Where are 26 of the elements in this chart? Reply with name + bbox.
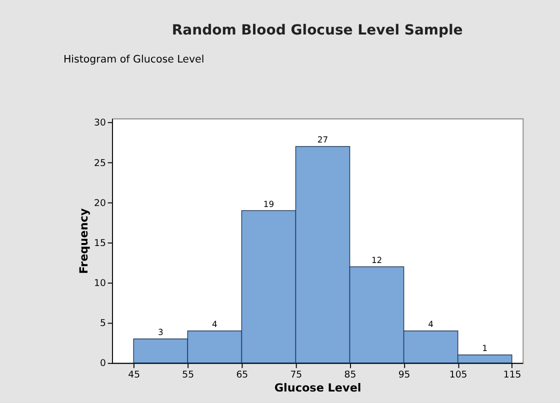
x-tick-label: 65: [236, 369, 248, 380]
y-tick-label: 30: [94, 118, 106, 129]
x-tick-label: 45: [128, 369, 140, 380]
y-axis-title: Frequency: [78, 208, 91, 274]
x-tick-label: 95: [398, 369, 410, 380]
text: Histogram of Glucose Level: [63, 53, 204, 66]
chart-title: Random Blood Glocuse Level Sample: [172, 22, 463, 38]
y-tick-label: 20: [94, 198, 106, 209]
data-label: 27: [317, 134, 328, 145]
y-tick-label: 10: [94, 278, 106, 290]
x-tick-label: 55: [182, 369, 194, 380]
y-tick-label: 15: [94, 238, 106, 249]
data-label: 4: [212, 319, 218, 330]
x-tick-label: 75: [290, 369, 302, 380]
data-label: 12: [371, 254, 382, 265]
x-axis-title: Glucose Level: [274, 381, 362, 394]
y-tick-label: 0: [100, 358, 106, 370]
y-tick-label: 5: [100, 318, 106, 330]
y-tick-label: 25: [94, 158, 106, 169]
x-tick-label: 115: [503, 369, 522, 380]
x-tick-label: 85: [344, 369, 356, 380]
x-tick-label: 105: [449, 369, 468, 380]
data-label: 1: [482, 343, 488, 354]
data-label: 4: [428, 319, 434, 330]
data-label: 19: [263, 198, 274, 209]
data-label: 3: [158, 327, 164, 338]
